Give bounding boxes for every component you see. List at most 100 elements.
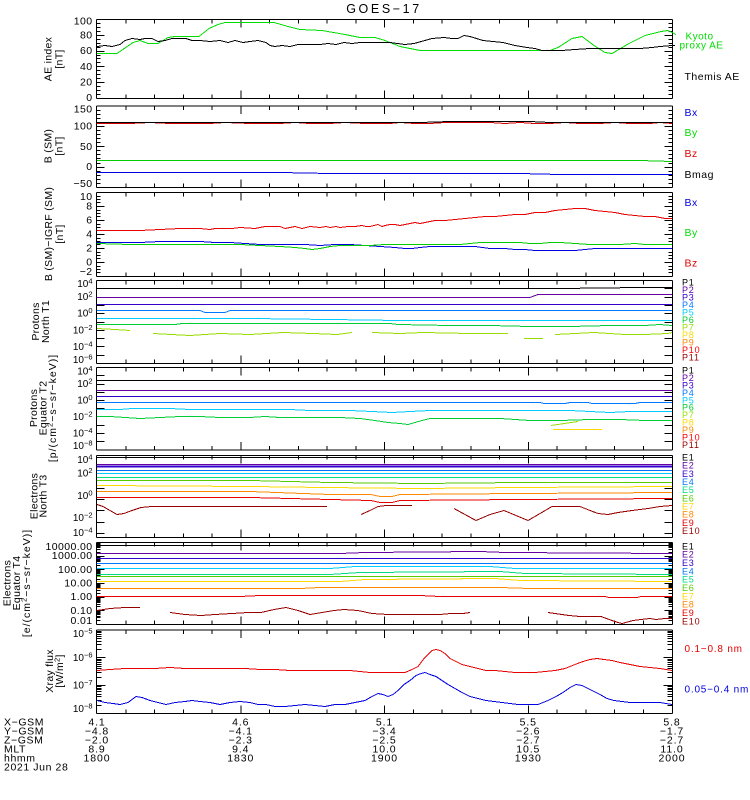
svg-text:P8: P8: [682, 330, 695, 340]
svg-text:E9: E9: [682, 608, 695, 618]
svg-text:[p/(cm2−s−sr−keV)]: [p/(cm2−s−sr−keV)]: [46, 354, 60, 462]
svg-text:Bz: Bz: [685, 148, 698, 160]
svg-text:P11: P11: [682, 352, 700, 362]
svg-text:−1.7: −1.7: [660, 726, 684, 738]
svg-text:[nT]: [nT]: [54, 49, 66, 68]
svg-text:10.00: 10.00: [64, 578, 92, 590]
svg-text:5.5: 5.5: [520, 717, 537, 729]
svg-text:P3: P3: [682, 380, 695, 390]
svg-text:1930: 1930: [515, 753, 542, 765]
svg-text:P10: P10: [682, 432, 700, 442]
svg-text:−2.5: −2.5: [372, 735, 396, 747]
svg-text:E6: E6: [682, 493, 695, 503]
svg-text:E1: E1: [682, 541, 695, 551]
svg-text:0: 0: [86, 161, 92, 173]
svg-text:E3: E3: [682, 469, 695, 479]
svg-text:P1: P1: [682, 277, 695, 287]
svg-text:0: 0: [86, 257, 92, 269]
svg-text:proxy AE: proxy AE: [679, 41, 723, 52]
svg-text:P5: P5: [682, 307, 695, 317]
svg-text:E8: E8: [682, 600, 695, 610]
svg-text:4: 4: [86, 229, 92, 241]
svg-text:P4: P4: [682, 300, 695, 310]
svg-text:150: 150: [74, 104, 93, 116]
svg-text:−2.6: −2.6: [516, 726, 540, 738]
svg-text:E9: E9: [682, 518, 695, 528]
svg-text:0.05−0.4 nm: 0.05−0.4 nm: [685, 685, 750, 696]
svg-text:80: 80: [80, 29, 92, 41]
svg-text:1000.00: 1000.00: [52, 550, 93, 562]
svg-text:E7: E7: [682, 502, 695, 512]
svg-text:AE index: AE index: [43, 36, 55, 81]
svg-text:5.8: 5.8: [663, 717, 680, 729]
svg-text:1900: 1900: [371, 753, 398, 765]
svg-text:E2: E2: [682, 550, 695, 560]
svg-text:2021 Jun 28: 2021 Jun 28: [4, 762, 68, 774]
svg-text:E1: E1: [682, 452, 695, 462]
svg-text:10.0: 10.0: [372, 744, 396, 756]
svg-text:60: 60: [80, 45, 92, 57]
svg-text:Bx: Bx: [685, 197, 699, 209]
svg-text:P6: P6: [682, 403, 695, 413]
svg-text:5.1: 5.1: [376, 717, 393, 729]
svg-text:4.1: 4.1: [88, 717, 105, 729]
svg-text:−2: −2: [80, 266, 93, 278]
svg-text:P8: P8: [682, 418, 695, 428]
svg-text:−50: −50: [73, 178, 92, 190]
svg-text:P11: P11: [682, 440, 700, 450]
svg-text:E5: E5: [682, 485, 695, 495]
svg-text:North T1: North T1: [40, 300, 52, 343]
svg-text:E3: E3: [682, 558, 695, 568]
svg-text:MLT: MLT: [4, 744, 26, 756]
svg-text:0: 0: [86, 92, 92, 104]
svg-text:50: 50: [80, 141, 92, 153]
svg-text:[nT]: [nT]: [54, 136, 66, 155]
svg-text:P10: P10: [682, 345, 700, 355]
svg-text:E8: E8: [682, 510, 695, 520]
svg-text:By: By: [685, 127, 699, 139]
svg-text:100.00: 100.00: [58, 564, 93, 576]
svg-text:Protons: Protons: [30, 302, 42, 340]
svg-text:6: 6: [86, 215, 92, 227]
svg-text:Protons: Protons: [28, 389, 40, 427]
svg-text:100: 100: [74, 120, 93, 132]
svg-text:North T3: North T3: [38, 474, 50, 517]
svg-text:2: 2: [86, 243, 92, 255]
svg-text:By: By: [685, 227, 699, 239]
svg-text:[nT]: [nT]: [54, 224, 66, 243]
svg-text:Bx: Bx: [685, 107, 699, 119]
svg-text:Bmag: Bmag: [685, 169, 714, 181]
svg-text:2000: 2000: [659, 753, 686, 765]
svg-text:1800: 1800: [84, 753, 111, 765]
svg-text:1830: 1830: [227, 753, 254, 765]
svg-text:X−GSM: X−GSM: [4, 717, 44, 729]
svg-text:−4.1: −4.1: [229, 726, 253, 738]
svg-text:20: 20: [80, 77, 92, 89]
svg-text:0.01: 0.01: [70, 615, 92, 627]
svg-text:8: 8: [86, 201, 92, 213]
svg-text:Y−GSM: Y−GSM: [4, 726, 44, 738]
svg-text:E6: E6: [682, 583, 695, 593]
svg-text:−2.3: −2.3: [229, 735, 253, 747]
svg-text:P7: P7: [682, 322, 695, 332]
svg-text:P3: P3: [682, 292, 695, 302]
svg-text:E7: E7: [682, 591, 695, 601]
svg-text:E4: E4: [682, 477, 695, 487]
svg-text:P9: P9: [682, 337, 695, 347]
svg-text:E10: E10: [682, 616, 700, 626]
svg-text:Kyoto: Kyoto: [685, 32, 713, 43]
svg-text:11.0: 11.0: [660, 744, 683, 756]
svg-text:Electrons: Electrons: [2, 560, 14, 606]
svg-text:0.1−0.8 nm: 0.1−0.8 nm: [685, 644, 743, 655]
svg-text:−2.7: −2.7: [516, 735, 540, 747]
svg-text:P9: P9: [682, 425, 695, 435]
svg-text:4.6: 4.6: [232, 717, 249, 729]
svg-text:10000.00: 10000.00: [46, 541, 93, 553]
svg-text:8.9: 8.9: [88, 744, 105, 756]
svg-text:Z−GSM: Z−GSM: [4, 735, 43, 747]
svg-text:Equator T4: Equator T4: [11, 556, 23, 611]
svg-text:9.4: 9.4: [232, 744, 249, 756]
svg-text:Xray flux: Xray flux: [44, 649, 56, 693]
svg-text:P6: P6: [682, 315, 695, 325]
svg-text:1.00: 1.00: [70, 591, 92, 603]
